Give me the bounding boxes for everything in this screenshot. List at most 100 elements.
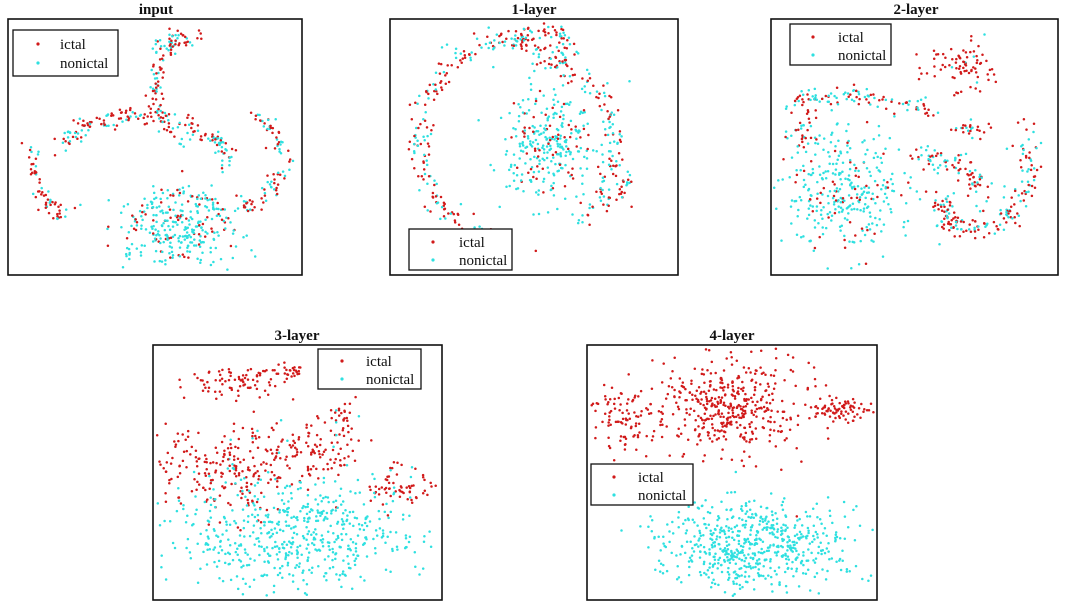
scatter-point-nonictal	[320, 500, 323, 503]
scatter-point-ictal	[814, 116, 818, 120]
scatter-point-ictal	[782, 410, 786, 414]
scatter-point-nonictal	[1005, 147, 1009, 150]
scatter-point-nonictal	[1027, 138, 1031, 141]
scatter-point-ictal	[644, 454, 648, 458]
scatter-point-ictal	[237, 473, 241, 477]
scatter-point-ictal	[293, 454, 297, 458]
scatter-point-nonictal	[796, 145, 799, 148]
scatter-point-ictal	[726, 383, 730, 386]
scatter-point-nonictal	[730, 491, 733, 494]
scatter-point-ictal	[242, 204, 246, 207]
scatter-point-nonictal	[531, 124, 534, 128]
scatter-point-nonictal	[568, 42, 572, 46]
scatter-point-nonictal	[848, 167, 852, 171]
scatter-point-ictal	[285, 368, 288, 372]
scatter-point-ictal	[323, 421, 327, 424]
scatter-point-nonictal	[811, 507, 815, 511]
scatter-point-nonictal	[242, 526, 246, 530]
scatter-point-nonictal	[985, 200, 988, 203]
scatter-point-nonictal	[429, 132, 433, 136]
panel-title: 2-layer	[894, 2, 939, 18]
scatter-point-nonictal	[301, 506, 304, 510]
scatter-point-ictal	[124, 111, 128, 115]
scatter-point-nonictal	[155, 220, 158, 224]
scatter-point-ictal	[719, 381, 722, 384]
scatter-point-nonictal	[781, 178, 784, 181]
scatter-point-nonictal	[192, 522, 195, 526]
legend-label-nonictal: nonictal	[60, 56, 108, 72]
scatter-point-ictal	[177, 439, 180, 443]
scatter-point-nonictal	[564, 56, 567, 59]
scatter-point-ictal	[607, 117, 610, 120]
scatter-point-ictal	[945, 168, 949, 171]
scatter-point-nonictal	[737, 539, 741, 543]
scatter-point-nonictal	[575, 129, 578, 133]
scatter-point-nonictal	[128, 251, 131, 255]
scatter-point-nonictal	[723, 591, 727, 594]
scatter-point-ictal	[769, 415, 772, 419]
scatter-point-ictal	[197, 431, 200, 435]
scatter-point-nonictal	[796, 519, 799, 522]
scatter-point-ictal	[267, 481, 270, 485]
scatter-point-nonictal	[978, 175, 981, 179]
scatter-point-nonictal	[785, 562, 789, 565]
scatter-point-nonictal	[256, 513, 260, 517]
scatter-point-nonictal	[209, 246, 212, 250]
scatter-point-ictal	[95, 116, 99, 120]
scatter-point-nonictal	[364, 536, 368, 539]
scatter-point-nonictal	[181, 209, 184, 213]
scatter-point-nonictal	[972, 55, 976, 58]
scatter-point-nonictal	[345, 464, 349, 467]
scatter-point-ictal	[744, 399, 748, 402]
scatter-point-ictal	[857, 175, 860, 179]
scatter-point-ictal	[678, 390, 681, 393]
scatter-point-nonictal	[169, 241, 172, 244]
scatter-point-nonictal	[717, 516, 721, 520]
scatter-point-ictal	[194, 455, 198, 459]
scatter-point-nonictal	[602, 120, 605, 123]
scatter-point-ictal	[532, 175, 535, 179]
scatter-point-nonictal	[153, 197, 156, 201]
scatter-point-nonictal	[977, 225, 980, 228]
scatter-point-nonictal	[325, 578, 328, 582]
scatter-point-nonictal	[374, 529, 378, 532]
scatter-point-ictal	[1005, 221, 1008, 224]
scatter-point-ictal	[157, 114, 160, 117]
scatter-point-nonictal	[171, 127, 175, 130]
scatter-point-ictal	[948, 200, 952, 204]
scatter-point-nonictal	[956, 227, 959, 231]
scatter-point-ictal	[254, 471, 257, 475]
scatter-point-nonictal	[425, 159, 428, 162]
scatter-point-ictal	[405, 486, 408, 489]
scatter-point-ictal	[536, 165, 539, 168]
scatter-point-nonictal	[713, 555, 716, 558]
scatter-point-ictal	[263, 194, 267, 197]
scatter-point-nonictal	[828, 558, 831, 561]
scatter-point-ictal	[932, 205, 935, 209]
scatter-point-nonictal	[304, 505, 307, 509]
scatter-point-nonictal	[971, 182, 974, 185]
scatter-point-ictal	[199, 32, 202, 35]
scatter-point-ictal	[408, 490, 412, 493]
scatter-point-nonictal	[983, 33, 986, 36]
scatter-point-ictal	[753, 372, 757, 375]
scatter-point-ictal	[293, 366, 296, 369]
scatter-point-ictal	[939, 151, 943, 155]
scatter-point-nonictal	[174, 220, 177, 224]
scatter-point-nonictal	[864, 196, 867, 200]
scatter-point-ictal	[269, 463, 273, 467]
scatter-point-ictal	[814, 415, 817, 418]
scatter-point-ictal	[315, 433, 319, 437]
scatter-point-ictal	[566, 38, 569, 42]
scatter-point-ictal	[759, 383, 762, 386]
scatter-point-ictal	[426, 493, 429, 497]
scatter-point-ictal	[343, 463, 346, 467]
scatter-point-ictal	[151, 97, 154, 101]
scatter-point-nonictal	[774, 512, 777, 515]
scatter-point-nonictal	[747, 575, 751, 578]
scatter-point-ictal	[149, 111, 152, 115]
scatter-point-ictal	[668, 454, 671, 457]
scatter-point-ictal	[299, 451, 303, 454]
scatter-point-nonictal	[916, 106, 919, 109]
scatter-point-ictal	[719, 386, 722, 389]
